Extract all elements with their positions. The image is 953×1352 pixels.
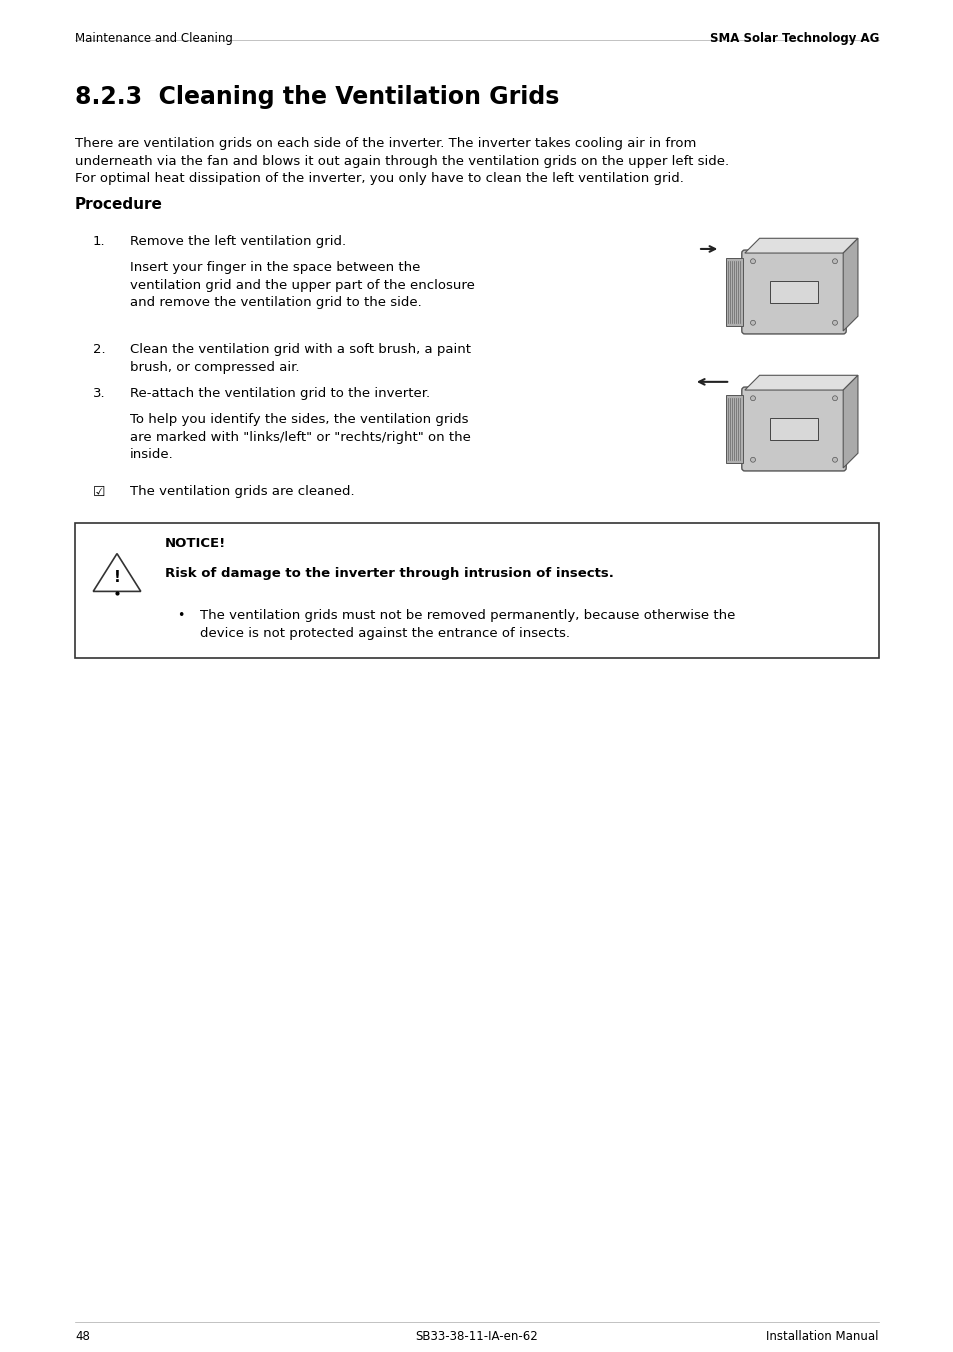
Text: To help you identify the sides, the ventilation grids
are marked with "links/lef: To help you identify the sides, the vent… [130,412,471,461]
Text: Installation Manual: Installation Manual [765,1330,878,1343]
Text: Remove the left ventilation grid.: Remove the left ventilation grid. [130,235,346,247]
Text: 48: 48 [75,1330,90,1343]
Text: ☑: ☑ [92,485,106,499]
Text: •: • [177,608,184,622]
Circle shape [832,258,837,264]
Text: SMA Solar Technology AG: SMA Solar Technology AG [709,32,878,45]
Text: !: ! [113,569,120,584]
FancyBboxPatch shape [75,523,878,658]
FancyBboxPatch shape [725,395,741,464]
Text: Maintenance and Cleaning: Maintenance and Cleaning [75,32,233,45]
Polygon shape [744,376,857,389]
Text: Insert your finger in the space between the
ventilation grid and the upper part : Insert your finger in the space between … [130,261,475,310]
Text: 2.: 2. [92,343,106,356]
Polygon shape [744,238,857,253]
FancyBboxPatch shape [741,250,845,334]
Text: NOTICE!: NOTICE! [165,537,226,550]
FancyBboxPatch shape [725,258,741,326]
Text: Procedure: Procedure [75,197,163,212]
Text: Re-attach the ventilation grid to the inverter.: Re-attach the ventilation grid to the in… [130,387,430,400]
Text: There are ventilation grids on each side of the inverter. The inverter takes coo: There are ventilation grids on each side… [75,137,728,185]
Polygon shape [842,376,857,468]
Text: The ventilation grids are cleaned.: The ventilation grids are cleaned. [130,485,355,498]
Polygon shape [93,553,141,591]
Text: 1.: 1. [92,235,106,247]
Circle shape [832,457,837,462]
Circle shape [750,258,755,264]
FancyBboxPatch shape [769,281,817,303]
Text: SB33-38-11-IA-en-62: SB33-38-11-IA-en-62 [416,1330,537,1343]
Circle shape [750,320,755,326]
Text: Risk of damage to the inverter through intrusion of insects.: Risk of damage to the inverter through i… [165,566,613,580]
FancyBboxPatch shape [769,418,817,439]
Text: Clean the ventilation grid with a soft brush, a paint
brush, or compressed air.: Clean the ventilation grid with a soft b… [130,343,471,373]
Circle shape [750,396,755,400]
Polygon shape [842,238,857,331]
Circle shape [750,457,755,462]
Circle shape [832,396,837,400]
Text: 3.: 3. [92,387,106,400]
Text: 8.2.3  Cleaning the Ventilation Grids: 8.2.3 Cleaning the Ventilation Grids [75,85,558,110]
Text: The ventilation grids must not be removed permanently, because otherwise the
dev: The ventilation grids must not be remove… [200,608,735,639]
Circle shape [832,320,837,326]
FancyBboxPatch shape [741,387,845,470]
